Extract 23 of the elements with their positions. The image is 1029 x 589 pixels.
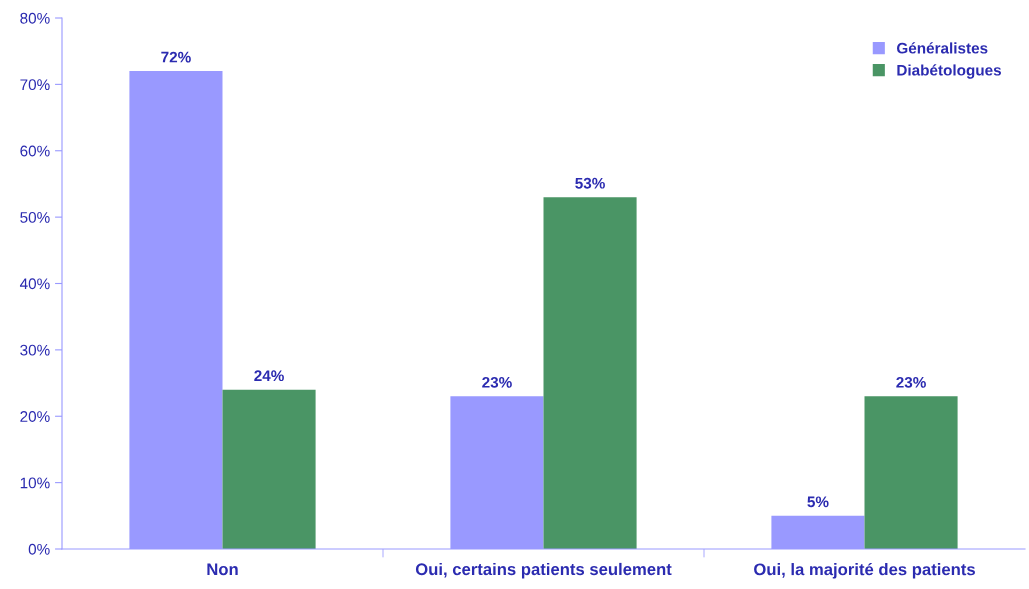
x-tick-label: Oui, certains patients seulement [415, 562, 672, 579]
text: 5% [807, 496, 829, 508]
text: 53% [575, 177, 605, 189]
bar [864, 396, 958, 549]
y-tick-label: 0% [28, 543, 50, 555]
y-tick-label: 40% [19, 278, 50, 290]
y-tick-label: 50% [20, 211, 50, 223]
y-tick-label: 20% [20, 411, 50, 422]
bar [543, 197, 637, 549]
text: 72% [161, 51, 191, 63]
bar [222, 389, 316, 549]
x-tick-label: Oui, la majorité des patients [754, 562, 975, 579]
y-tick-label: 80% [20, 12, 50, 24]
legend-label: Généralistes [897, 42, 988, 54]
x-tick-label: Non [207, 563, 238, 576]
text: 24% [254, 370, 284, 382]
text: 23% [482, 376, 512, 388]
y-tick-label: 60% [20, 145, 50, 157]
y-tick-label: 30% [20, 344, 50, 356]
y-tick-label: 10% [20, 477, 50, 489]
y-tick-label: 70% [20, 79, 50, 91]
legend-label: Diabétologues [897, 64, 1001, 79]
text: 23% [896, 376, 926, 388]
